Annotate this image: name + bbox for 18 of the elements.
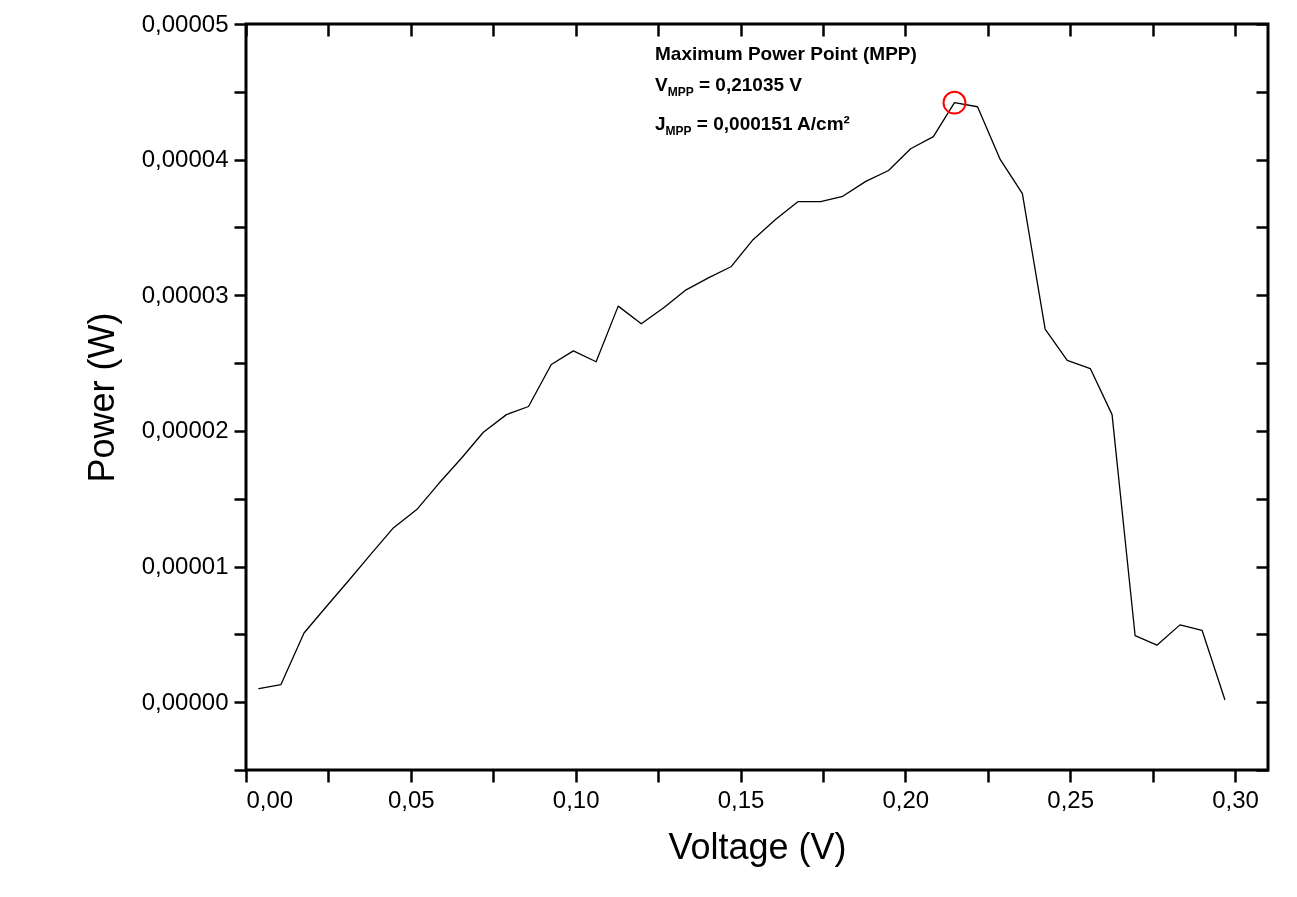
x-tick-label: 0,25 xyxy=(1047,785,1095,813)
y-tick-label: 0,00005 xyxy=(141,9,229,37)
y-tick-label: 0,00003 xyxy=(141,280,229,308)
x-tick-label: 0,15 xyxy=(717,785,765,813)
x-tick-label: 0,05 xyxy=(387,785,435,813)
annotation: Maximum Power Point (MPP) xyxy=(655,42,917,66)
x-tick-label: 0,30 xyxy=(1212,785,1259,813)
y-axis-title: Power (W) xyxy=(80,312,122,483)
x-tick-label: 0,10 xyxy=(552,785,600,813)
y-tick-label: 0,00000 xyxy=(141,687,229,715)
annotation: J$_{MPP}$ = 0,000151 A/cm² xyxy=(655,111,851,140)
x-tick-label: 0,00 xyxy=(246,785,294,813)
y-tick-label: 0,00004 xyxy=(141,145,229,173)
y-tick-label: 0,00001 xyxy=(141,552,229,580)
y-tick-label: 0,00002 xyxy=(141,416,229,444)
x-axis-title: Voltage (V) xyxy=(668,825,847,867)
annotation: V$_{MPP}$ = 0,21035 V xyxy=(655,73,803,101)
x-tick-label: 0,20 xyxy=(882,785,930,813)
